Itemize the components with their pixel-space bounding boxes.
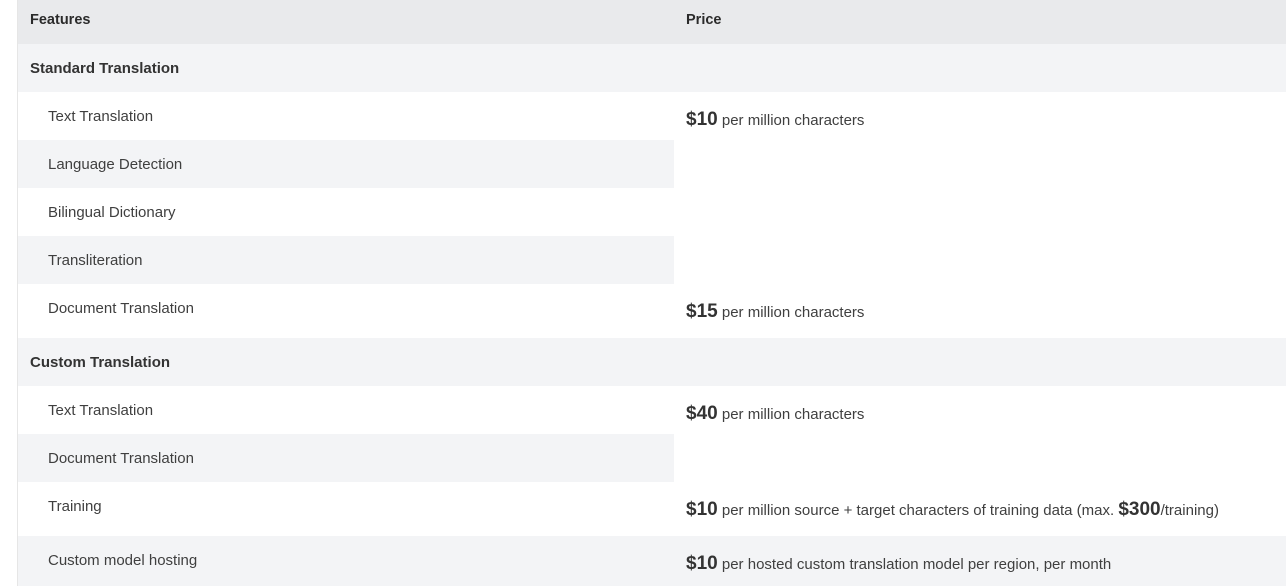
price-cell: $10 per million characters (686, 109, 864, 131)
column-header-features: Features (30, 12, 91, 28)
price-cell: $40 per million characters (686, 403, 864, 425)
stripe (18, 140, 674, 188)
feature-label: Text Translation (48, 402, 154, 419)
feature-label: Bilingual Dictionary (48, 204, 176, 221)
price-amount: $10 (686, 553, 718, 574)
price-amount: $10 (686, 499, 718, 520)
price-amount: $15 (686, 301, 718, 322)
price-amount: $40 (686, 403, 718, 424)
group-row-custom (18, 338, 1286, 386)
feature-label: Transliteration (48, 252, 143, 269)
feature-label: Language Detection (48, 156, 183, 173)
feature-label: Document Translation (48, 450, 194, 467)
price-text-suffix: /training) (1160, 502, 1219, 519)
price-text: per million characters (721, 406, 865, 423)
price-text: per hosted custom translation model per … (721, 556, 1112, 573)
stripe (18, 236, 674, 284)
stripe (18, 536, 1286, 586)
column-header-price: Price (686, 12, 722, 28)
price-cell: $10 per hosted custom translation model … (686, 553, 1111, 575)
price-text: per million source + target characters o… (721, 502, 1115, 519)
feature-label: Text Translation (48, 108, 154, 125)
feature-label: Custom model hosting (48, 552, 198, 569)
table-left-border (17, 0, 18, 586)
price-text: per million characters (721, 304, 865, 321)
price-cell: $10 per million source + target characte… (686, 499, 1219, 521)
group-title: Custom Translation (30, 354, 171, 371)
group-row-standard (18, 44, 1286, 92)
price-amount: $10 (686, 109, 718, 130)
stripe (18, 434, 674, 482)
feature-label: Document Translation (48, 300, 194, 317)
price-text: per million characters (721, 112, 865, 129)
group-title: Standard Translation (30, 60, 180, 77)
feature-label: Training (48, 498, 102, 515)
price-cell: $15 per million characters (686, 301, 864, 323)
price-max-amount: $300 (1118, 499, 1161, 520)
table-header-row (18, 0, 1286, 44)
